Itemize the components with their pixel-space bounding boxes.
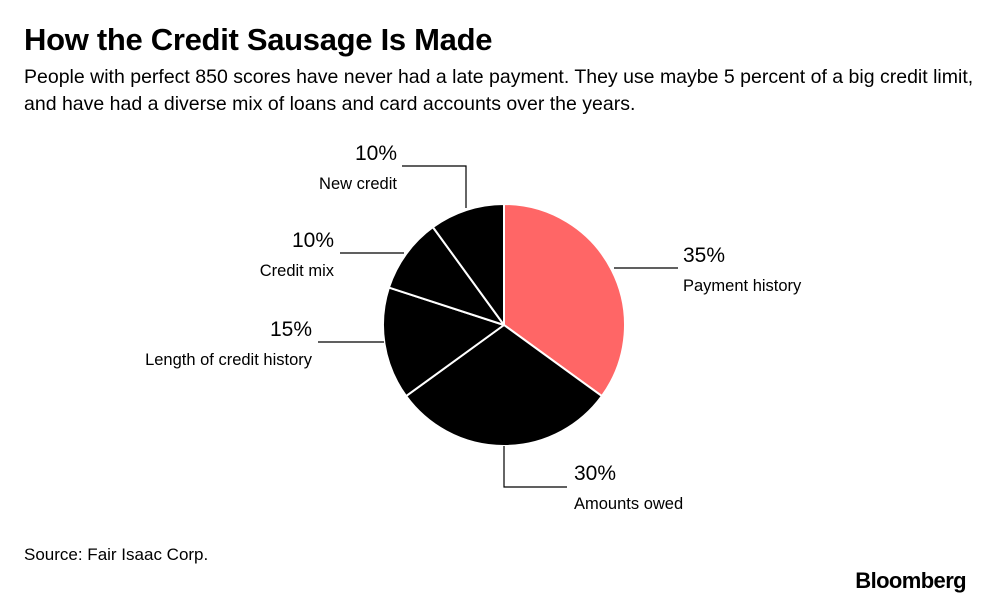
- source-note: Source: Fair Isaac Corp.: [24, 545, 209, 564]
- pie-slice-credit-mix: [387, 226, 505, 326]
- pie-slices: [382, 203, 626, 447]
- chart-subtitle: People with perfect 850 scores have neve…: [24, 66, 974, 115]
- leader-line-amounts-owed: [503, 446, 567, 488]
- bloomberg-logo: Bloomberg: [855, 568, 966, 593]
- slice-value-label-amounts-owed: 30%: [574, 462, 616, 485]
- pie-slice-payment-history: [503, 203, 626, 398]
- pie-slice-new-credit: [431, 203, 505, 326]
- pie-slice-length-of-credit-history: [382, 286, 505, 398]
- slice-value-label-credit-mix: 10%: [292, 229, 334, 252]
- slice-name-label-length-of-credit-history: Length of credit history: [145, 351, 313, 369]
- pie-slice-amounts-owed: [405, 324, 603, 447]
- slice-value-label-new-credit: 10%: [355, 142, 397, 165]
- slice-labels: 35% Payment history 30% Amounts owed 15%…: [145, 142, 802, 513]
- slice-name-label-credit-mix: Credit mix: [260, 262, 335, 280]
- slice-name-label-new-credit: New credit: [319, 175, 397, 193]
- slice-value-label-length-of-credit-history: 15%: [270, 318, 312, 341]
- chart-title: How the Credit Sausage Is Made: [24, 22, 493, 57]
- leader-lines: [318, 165, 678, 488]
- slice-name-label-payment-history: Payment history: [683, 277, 802, 295]
- slice-name-label-amounts-owed: Amounts owed: [574, 495, 683, 513]
- slice-value-label-payment-history: 35%: [683, 244, 725, 267]
- leader-line-new-credit: [402, 165, 467, 208]
